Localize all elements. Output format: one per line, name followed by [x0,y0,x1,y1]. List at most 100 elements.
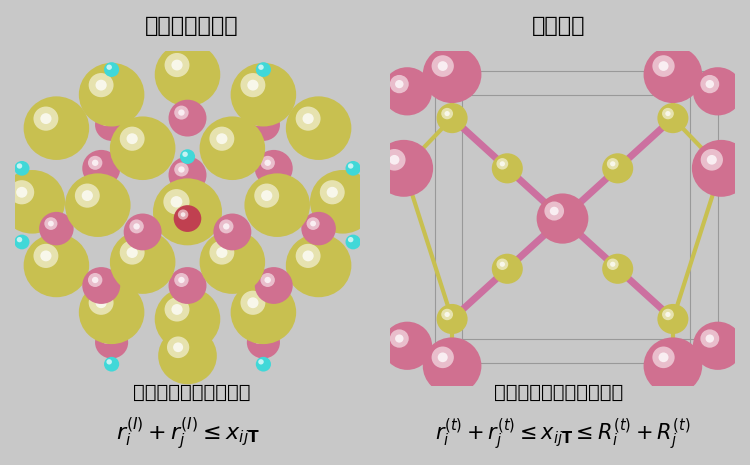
Circle shape [537,193,588,244]
Circle shape [247,326,280,359]
Text: 化学結合: 化学結合 [532,15,586,36]
Circle shape [706,155,717,165]
Circle shape [223,223,230,230]
Circle shape [241,73,266,97]
Circle shape [652,55,675,77]
Circle shape [310,170,376,233]
Circle shape [75,184,100,208]
Circle shape [174,205,201,232]
Circle shape [657,304,688,334]
Circle shape [602,153,633,183]
Circle shape [95,80,106,91]
Circle shape [88,291,113,315]
Circle shape [438,352,448,362]
Circle shape [296,106,320,131]
Circle shape [104,357,119,372]
Circle shape [693,67,742,115]
Circle shape [92,159,98,166]
Circle shape [423,46,482,103]
Circle shape [164,53,190,77]
Circle shape [346,161,361,176]
Circle shape [164,189,190,214]
Circle shape [167,337,189,358]
Circle shape [254,184,279,208]
Circle shape [104,117,110,123]
Circle shape [327,187,338,198]
Circle shape [158,327,217,384]
Circle shape [230,63,296,126]
Circle shape [34,244,58,268]
Circle shape [700,329,719,348]
Circle shape [500,161,505,166]
Circle shape [216,133,227,144]
Circle shape [436,103,468,133]
Text: $r_i^{(I)} + r_j^{(I)} \leq x_{ij\mathbf{T}}$: $r_i^{(I)} + r_j^{(I)} \leq x_{ij\mathbf… [116,416,260,452]
Circle shape [700,149,723,171]
Circle shape [496,158,508,170]
Circle shape [219,219,233,233]
Circle shape [100,332,112,344]
Circle shape [692,140,750,197]
Circle shape [180,149,195,164]
Circle shape [607,259,619,270]
Circle shape [255,117,261,123]
Circle shape [88,156,103,170]
Circle shape [216,247,227,258]
Circle shape [244,173,310,237]
Circle shape [154,43,220,106]
Circle shape [256,62,271,77]
Circle shape [395,80,404,88]
Circle shape [658,352,668,362]
Text: 最密球充填構造: 最密球充填構造 [145,15,238,36]
Circle shape [700,75,719,93]
Circle shape [662,309,674,320]
Text: 原子間の最大・最小距離: 原子間の最大・最小距離 [494,384,623,402]
Circle shape [241,291,266,315]
Circle shape [644,338,702,394]
Circle shape [265,159,271,166]
Circle shape [389,155,400,165]
Circle shape [602,254,633,284]
Circle shape [307,217,320,230]
Circle shape [255,267,292,304]
Circle shape [213,213,251,250]
Circle shape [16,237,22,242]
Circle shape [134,223,140,230]
Circle shape [346,235,361,249]
Circle shape [348,237,353,242]
Circle shape [248,297,259,308]
Circle shape [104,335,110,340]
Circle shape [88,73,113,97]
Circle shape [120,126,145,151]
Circle shape [154,287,220,351]
Circle shape [657,103,688,133]
Circle shape [255,150,292,187]
Circle shape [172,304,182,315]
Circle shape [82,267,120,304]
Circle shape [164,297,190,321]
Circle shape [169,267,206,304]
Circle shape [127,247,138,258]
Circle shape [79,280,144,344]
Circle shape [286,233,351,297]
Circle shape [247,109,280,141]
Circle shape [374,140,434,197]
Circle shape [110,116,176,180]
Circle shape [348,163,353,169]
Circle shape [441,309,453,320]
Circle shape [550,207,559,215]
Circle shape [286,96,351,160]
Circle shape [445,111,450,116]
Circle shape [170,196,182,207]
Circle shape [260,156,275,170]
Circle shape [178,277,184,283]
Circle shape [169,100,206,137]
Circle shape [302,113,313,124]
Circle shape [658,61,668,71]
Circle shape [34,106,58,131]
Circle shape [16,163,22,169]
Circle shape [706,334,714,343]
Circle shape [200,230,266,294]
Circle shape [261,190,272,201]
Circle shape [209,126,234,151]
